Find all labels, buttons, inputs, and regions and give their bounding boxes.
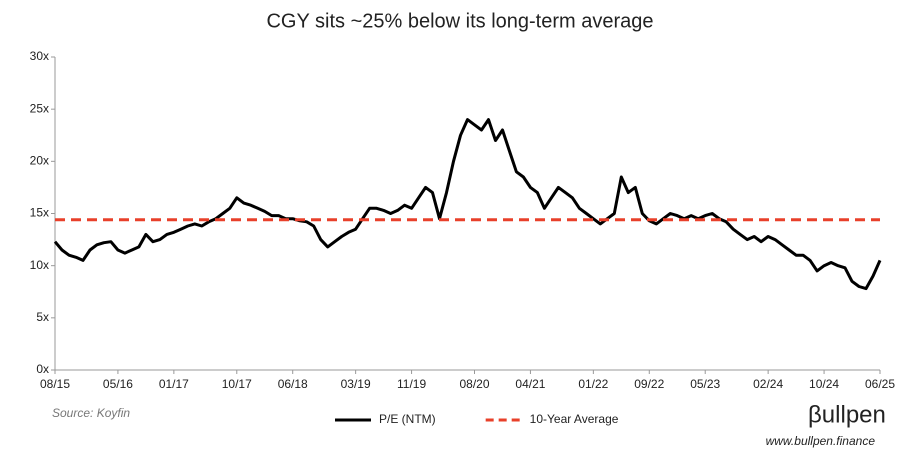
y-tick-label: 0x (36, 362, 49, 376)
chart-title: CGY sits ~25% below its long-term averag… (266, 10, 653, 32)
logo: βullpen (808, 401, 886, 428)
x-tick-label: 08/20 (459, 377, 489, 391)
y-tick-label: 30x (30, 49, 49, 63)
website: www.bullpen.finance (766, 434, 876, 448)
x-tick-label: 01/22 (578, 377, 608, 391)
x-tick-label: 11/19 (397, 377, 426, 391)
source: Source: Koyfin (52, 406, 130, 420)
x-tick-label: 05/16 (103, 377, 133, 391)
x-tick-label: 06/25 (865, 377, 895, 391)
x-tick-label: 06/18 (278, 377, 308, 391)
x-tick-label: 01/17 (159, 377, 189, 391)
y-tick-label: 10x (30, 258, 49, 272)
legend-label: 10-Year Average (530, 412, 619, 426)
pe-line (53, 118, 882, 291)
y-tick-label: 25x (30, 101, 49, 115)
x-tick-label: 04/21 (515, 377, 545, 391)
x-tick-label: 03/19 (341, 377, 371, 391)
y-tick-label: 15x (30, 206, 49, 220)
x-tick-label: 05/23 (690, 377, 720, 391)
x-tick-label: 09/22 (634, 377, 664, 391)
x-tick-label: 10/17 (222, 377, 252, 391)
x-tick-label: 08/15 (40, 377, 70, 391)
y-tick-label: 5x (36, 310, 49, 324)
legend-label: P/E (NTM) (379, 412, 436, 426)
x-tick-label: 02/24 (753, 377, 783, 391)
y-tick-label: 20x (30, 154, 49, 168)
x-tick-label: 10/24 (809, 377, 839, 391)
